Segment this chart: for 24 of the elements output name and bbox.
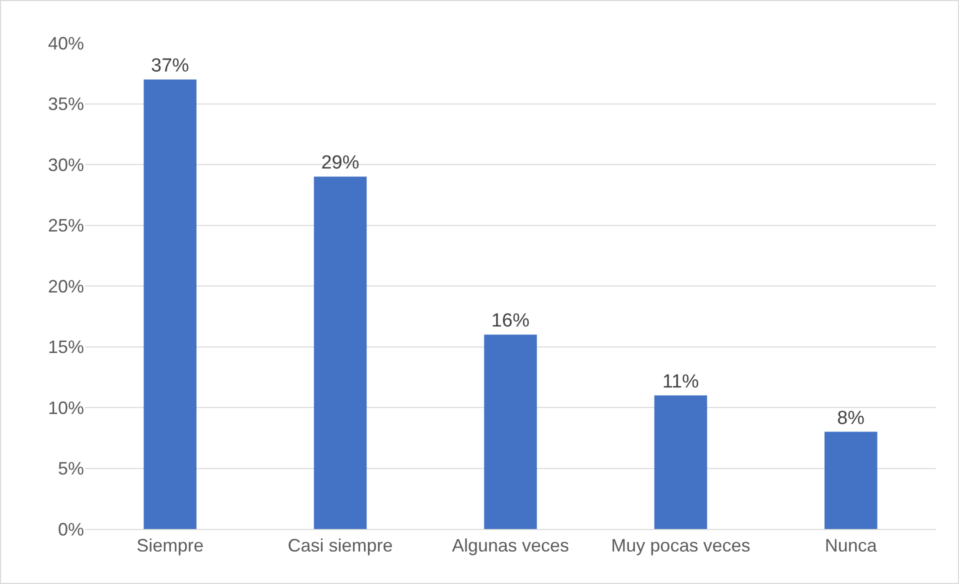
bar xyxy=(484,334,537,529)
x-tick-label: Algunas veces xyxy=(452,536,570,556)
data-label: 29% xyxy=(321,152,360,174)
y-tick-label: 5% xyxy=(58,458,84,479)
data-label: 8% xyxy=(837,408,865,429)
x-tick-label: Casi siempre xyxy=(288,536,393,556)
y-tick-label: 35% xyxy=(48,94,84,114)
x-tick-label: Muy pocas veces xyxy=(611,536,750,556)
y-tick-label: 10% xyxy=(48,398,84,418)
y-tick-label: 25% xyxy=(48,216,84,236)
data-label: 11% xyxy=(662,371,700,392)
bar xyxy=(824,432,878,529)
data-label: 37% xyxy=(151,55,190,76)
data-label: 16% xyxy=(491,310,530,332)
y-tick-label: 0% xyxy=(58,519,84,540)
y-tick-label: 40% xyxy=(48,33,84,54)
y-tick-label: 20% xyxy=(48,276,84,296)
x-tick-label: Siempre xyxy=(136,536,204,556)
y-tick-label: 30% xyxy=(48,154,84,175)
bar xyxy=(654,395,708,529)
bar xyxy=(314,176,367,529)
x-tick-label: Nunca xyxy=(824,536,878,556)
y-tick-label: 15% xyxy=(48,337,84,358)
bar xyxy=(144,79,196,529)
